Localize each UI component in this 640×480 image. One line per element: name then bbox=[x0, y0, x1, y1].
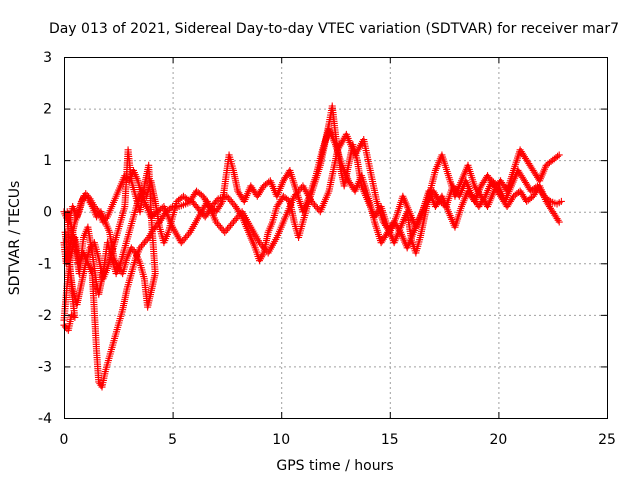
data-point bbox=[61, 323, 69, 331]
data-point bbox=[234, 213, 242, 221]
data-point bbox=[122, 173, 130, 181]
data-point bbox=[257, 240, 265, 248]
x-axis-title: GPS time / hours bbox=[276, 458, 393, 474]
data-point bbox=[222, 227, 230, 235]
chart-title: Day 013 of 2021, Sidereal Day-to-day VTE… bbox=[49, 21, 619, 37]
data-point bbox=[229, 218, 237, 226]
data-point bbox=[138, 187, 146, 195]
data-point bbox=[185, 230, 193, 238]
data-point bbox=[260, 244, 268, 252]
data-point bbox=[228, 220, 236, 228]
data-point bbox=[555, 218, 563, 226]
series-track-a bbox=[60, 102, 563, 391]
data-point bbox=[227, 221, 235, 229]
data-point bbox=[119, 270, 127, 278]
y-tick-label: 3 bbox=[43, 50, 52, 66]
data-point bbox=[557, 197, 565, 205]
data-point bbox=[217, 199, 225, 207]
data-point bbox=[92, 204, 100, 212]
data-point bbox=[179, 237, 187, 245]
data-point bbox=[93, 206, 101, 214]
y-tick-label: -2 bbox=[38, 308, 52, 324]
data-point bbox=[311, 201, 319, 209]
data-point bbox=[227, 197, 235, 205]
data-point bbox=[255, 239, 263, 247]
data-point bbox=[177, 239, 185, 247]
data-point bbox=[132, 249, 140, 257]
data-point bbox=[224, 225, 232, 233]
data-point bbox=[313, 204, 321, 212]
series-track-d bbox=[60, 125, 565, 334]
data-point bbox=[101, 216, 109, 224]
data-point bbox=[221, 228, 229, 236]
data-marks bbox=[60, 102, 565, 391]
data-point bbox=[308, 197, 316, 205]
data-point bbox=[85, 193, 93, 201]
data-point bbox=[229, 199, 237, 207]
data-point bbox=[554, 216, 562, 224]
data-point bbox=[180, 235, 188, 243]
data-point bbox=[224, 194, 232, 202]
y-tick-label: 2 bbox=[43, 102, 52, 118]
x-tick-label: 25 bbox=[598, 432, 616, 448]
data-point bbox=[99, 218, 107, 226]
data-point bbox=[182, 234, 190, 241]
data-point bbox=[121, 172, 129, 180]
data-point bbox=[136, 244, 144, 252]
x-tick-label: 10 bbox=[272, 432, 290, 448]
data-point bbox=[212, 218, 220, 226]
data-point bbox=[137, 242, 145, 250]
data-point bbox=[140, 189, 148, 197]
data-point bbox=[83, 191, 91, 199]
data-point bbox=[143, 235, 151, 243]
data-point bbox=[480, 194, 488, 202]
y-tick-label: -4 bbox=[38, 411, 52, 427]
data-point bbox=[213, 220, 221, 228]
x-tick-label: 20 bbox=[489, 432, 507, 448]
data-point bbox=[312, 203, 320, 211]
data-point bbox=[102, 215, 110, 223]
data-point bbox=[69, 312, 77, 320]
data-point bbox=[226, 196, 234, 204]
data-point bbox=[223, 192, 231, 200]
data-point bbox=[90, 203, 98, 211]
y-tick-label: 1 bbox=[43, 153, 52, 169]
tick-labels: 0 5 10 15 20 25 -4 -3 -2 -1 0 1 2 3 bbox=[38, 50, 616, 448]
y-tick-label: -1 bbox=[38, 256, 52, 272]
y-tick-label: 0 bbox=[43, 205, 52, 221]
data-point bbox=[82, 190, 90, 198]
axis-ticks bbox=[64, 57, 608, 419]
y-tick-label: -3 bbox=[38, 359, 52, 375]
x-tick-label: 0 bbox=[60, 432, 69, 448]
data-point bbox=[554, 152, 562, 160]
data-point bbox=[216, 223, 224, 231]
data-point bbox=[140, 239, 148, 247]
y-axis-title: SDTVAR / TECUs bbox=[7, 181, 23, 296]
data-point bbox=[183, 232, 191, 240]
data-point bbox=[545, 196, 553, 204]
data-point bbox=[139, 240, 147, 248]
data-point bbox=[309, 199, 317, 207]
data-point bbox=[555, 151, 563, 159]
data-point bbox=[225, 223, 233, 231]
data-point bbox=[232, 215, 240, 223]
data-point bbox=[231, 216, 239, 224]
x-tick-label: 15 bbox=[381, 432, 399, 448]
data-point bbox=[258, 242, 266, 250]
data-point bbox=[130, 247, 138, 255]
data-point bbox=[215, 221, 223, 229]
x-tick-label: 5 bbox=[168, 432, 177, 448]
data-point bbox=[396, 227, 404, 235]
data-point bbox=[142, 237, 150, 245]
plot-frame bbox=[64, 57, 608, 419]
